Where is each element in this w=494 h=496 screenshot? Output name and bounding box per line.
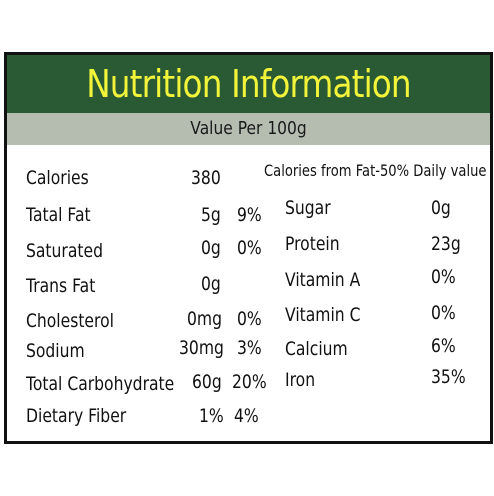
label-title: Nutrition Information xyxy=(86,62,411,106)
left-row-label: Sodium xyxy=(26,340,85,362)
right-row-label: Iron xyxy=(285,369,316,391)
left-row-daily: 20% xyxy=(232,371,267,393)
left-row-label: Total Carbohydrate xyxy=(26,373,175,395)
left-row-amount: 1% xyxy=(199,405,224,427)
right-row-value: 6% xyxy=(431,335,456,357)
left-row-amount: 5g xyxy=(201,204,221,226)
left-row-label: Saturated xyxy=(26,240,103,262)
left-row-daily: 0% xyxy=(237,237,262,259)
right-row-label: Calcium xyxy=(285,338,348,360)
right-row-label: Vitamin C xyxy=(285,304,361,326)
left-row-label: Cholesterol xyxy=(26,310,114,332)
title-bar: Nutrition Information xyxy=(7,55,490,113)
right-row-label: Protein xyxy=(285,233,340,255)
right-column-header: Calories from Fat-50% Daily value xyxy=(264,161,487,180)
left-row-label: Dietary Fiber xyxy=(26,405,127,427)
right-row-value: 0% xyxy=(431,302,456,324)
serving-bar: Value Per 100g xyxy=(7,113,490,145)
left-row-label: Calories xyxy=(26,167,89,189)
left-row-amount: 0mg xyxy=(187,308,222,330)
left-row-label: Trans Fat xyxy=(26,275,96,297)
right-row-value: 0% xyxy=(431,266,456,288)
left-row-daily: 0% xyxy=(237,308,262,330)
left-row-label: Tatal Fat xyxy=(26,204,91,226)
right-row-value: 35% xyxy=(431,366,466,388)
left-row-daily: 3% xyxy=(237,337,262,359)
right-row-value: 0g xyxy=(431,197,451,219)
left-row-amount: 60g xyxy=(192,371,222,393)
left-row-daily: 9% xyxy=(237,204,262,226)
left-row-daily: 4% xyxy=(234,405,259,427)
left-row-amount: 30mg xyxy=(179,337,224,359)
left-row-amount: 380 xyxy=(191,167,221,189)
nutrition-label: Nutrition Information Value Per 100g Cal… xyxy=(4,52,493,444)
left-row-amount: 0g xyxy=(201,273,221,295)
right-row-label: Vitamin A xyxy=(285,269,361,291)
left-row-amount: 0g xyxy=(201,237,221,259)
serving-size: Value Per 100g xyxy=(190,118,307,139)
right-row-label: Sugar xyxy=(285,197,331,219)
right-row-value: 23g xyxy=(431,233,461,255)
